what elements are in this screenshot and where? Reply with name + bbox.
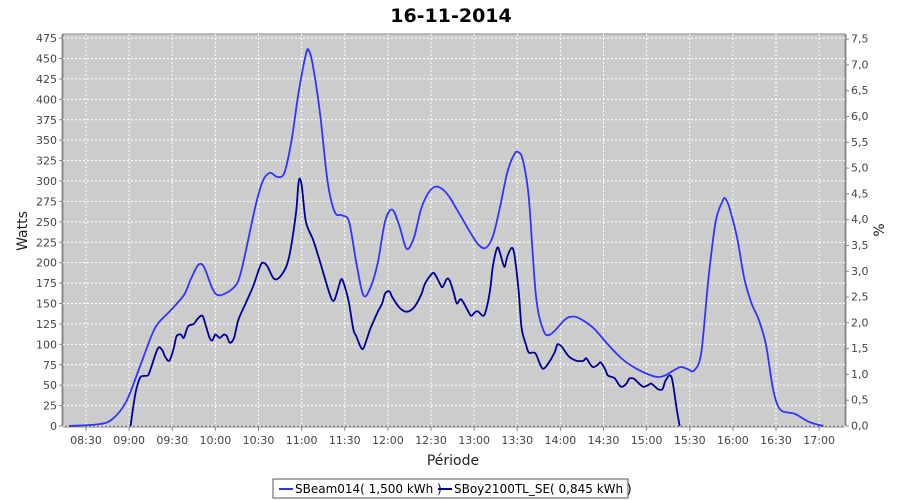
- x-axis: 08:30 09:00 09:30 10:00 10:30 11:00 11:30 12:00…: [63, 426, 845, 447]
- y2-axis-label: %: [872, 223, 888, 236]
- y-tick-label: 300: [36, 175, 57, 188]
- y2-tick-label: 6,0: [851, 110, 869, 123]
- y2-tick-label: 0,5: [851, 394, 869, 407]
- y2-tick-label: 3,5: [851, 239, 869, 252]
- x-tick-label: 16:30: [760, 434, 792, 447]
- y-axis-right: 0,0 0,5 1,0 1,5 2,0 2,5 3,0 3,5 4,0 4,5 5,0 5,5 6,0 6…: [845, 33, 869, 433]
- x-tick-label: 13:30: [501, 434, 533, 447]
- y2-tick-label: 3,0: [851, 265, 869, 278]
- y2-tick-label: 2,0: [851, 316, 869, 329]
- y-axis-label: Watts: [15, 211, 31, 251]
- y-tick-label: 175: [36, 277, 57, 290]
- y2-tick-label: 0,0: [851, 420, 869, 433]
- y-tick-label: 400: [36, 93, 57, 106]
- y2-tick-label: 7,0: [851, 58, 869, 71]
- y-tick-label: 375: [36, 114, 57, 127]
- y2-tick-label: 5,5: [851, 136, 869, 149]
- chart-title: 16-11-2014: [390, 5, 512, 27]
- series-line-sbeam014: [68, 48, 824, 427]
- y-axis-left: 0 25 50 75 100 125 150 175 200 225 250 275 300 325 350…: [36, 32, 63, 433]
- y2-tick-label: 4,0: [851, 213, 869, 226]
- y-tick-label: 100: [36, 338, 57, 351]
- x-tick-label: 09:30: [156, 434, 188, 447]
- grid: [63, 34, 845, 427]
- y-tick-label: 150: [36, 298, 57, 311]
- legend: SBeam014( 1,500 kWh ) SBoy2100TL_SE( 0,8…: [272, 478, 632, 499]
- y2-tick-label: 2,5: [851, 291, 869, 304]
- x-tick-label: 11:00: [286, 434, 318, 447]
- y2-tick-label: 7,5: [851, 33, 869, 46]
- x-tick-label: 17:00: [803, 434, 835, 447]
- y-tick-label: 50: [43, 379, 57, 392]
- y2-tick-label: 5,0: [851, 162, 869, 175]
- y-tick-label: 225: [36, 236, 57, 249]
- x-tick-label: 12:00: [372, 434, 404, 447]
- x-tick-label: 13:00: [458, 434, 490, 447]
- x-tick-label: 11:30: [329, 434, 361, 447]
- x-tick-label: 08:30: [70, 434, 102, 447]
- y-tick-label: 125: [36, 318, 57, 331]
- legend-label-sboy2100tl: SBoy2100TL_SE( 0,845 kWh ): [454, 482, 632, 496]
- y-tick-label: 475: [36, 32, 57, 45]
- x-tick-label: 12:30: [415, 434, 447, 447]
- y2-tick-label: 4,5: [851, 187, 869, 200]
- y-tick-label: 325: [36, 155, 57, 168]
- x-tick-label: 10:00: [200, 434, 232, 447]
- y-tick-label: 350: [36, 134, 57, 147]
- plot-area: [62, 33, 846, 427]
- x-tick-label: 15:00: [631, 434, 663, 447]
- x-tick-label: 16:00: [717, 434, 749, 447]
- y-tick-label: 75: [43, 359, 57, 372]
- y-tick-label: 250: [36, 216, 57, 229]
- x-tick-label: 10:30: [243, 434, 275, 447]
- x-tick-label: 09:00: [113, 434, 145, 447]
- y-tick-label: 425: [36, 73, 57, 86]
- legend-label-sbeam014: SBeam014( 1,500 kWh ): [295, 482, 442, 496]
- y2-tick-label: 1,0: [851, 368, 869, 381]
- series-line-sboy2100tl-se: [129, 177, 681, 427]
- y-tick-label: 200: [36, 257, 57, 270]
- x-tick-label: 15:30: [674, 434, 706, 447]
- x-tick-label: 14:00: [545, 434, 577, 447]
- y-tick-label: 450: [36, 53, 57, 66]
- y-tick-label: 25: [43, 400, 57, 413]
- y2-tick-label: 1,5: [851, 342, 869, 355]
- x-axis-label: Période: [427, 453, 479, 469]
- y2-tick-label: 6,5: [851, 84, 869, 97]
- y-tick-label: 275: [36, 195, 57, 208]
- y-tick-label: 0: [50, 420, 57, 433]
- series-layer: [68, 48, 824, 427]
- x-tick-label: 14:30: [588, 434, 620, 447]
